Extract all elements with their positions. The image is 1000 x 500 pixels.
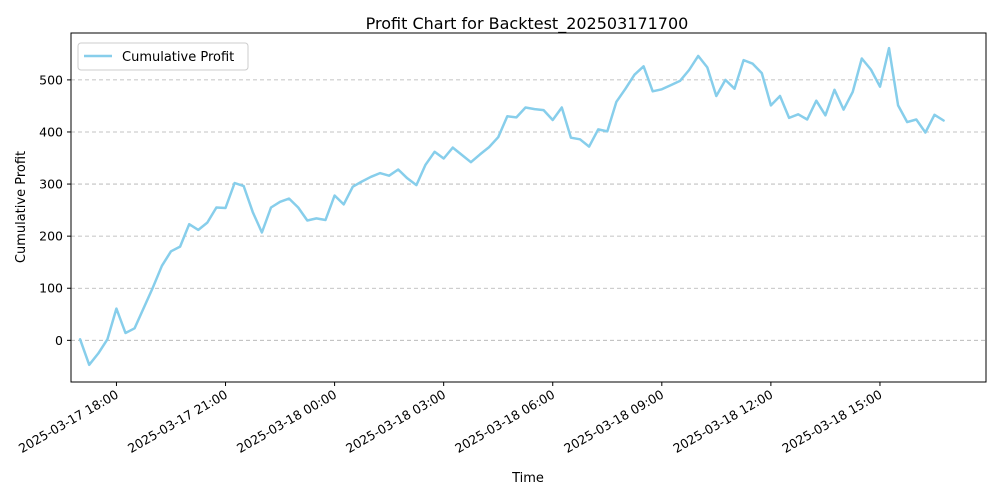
y-axis: 0 100 200 300 400 500 xyxy=(39,72,71,348)
y-tick-label: 400 xyxy=(39,124,63,139)
chart-title: Profit Chart for Backtest_202503171700 xyxy=(366,14,689,34)
series-layer xyxy=(78,46,945,367)
legend: Cumulative Profit xyxy=(77,42,249,71)
legend-label-cumulative-profit: Cumulative Profit xyxy=(122,50,234,65)
legend-box xyxy=(77,42,249,71)
y-axis-title: Cumulative Profit xyxy=(14,151,29,263)
y-tick-label: 0 xyxy=(55,333,63,348)
y-tick-label: 100 xyxy=(39,281,63,296)
grid-lines xyxy=(71,79,986,341)
series-line-cumulative-profit xyxy=(78,46,945,367)
plot-area-frame xyxy=(70,32,987,383)
y-tick-label: 500 xyxy=(39,72,63,87)
x-axis-title: Time xyxy=(511,471,544,486)
y-tick-label: 200 xyxy=(39,229,63,244)
y-tick-label: 300 xyxy=(39,177,63,192)
